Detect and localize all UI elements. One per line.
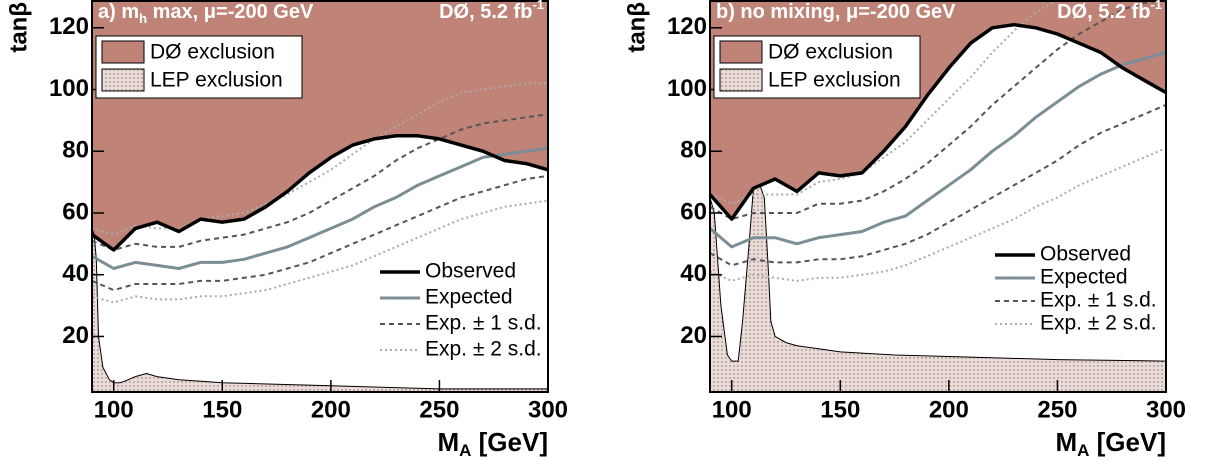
- x-axis-label-sub: A: [459, 441, 471, 460]
- panel-title: a) mh max, μ=-200 GeV: [98, 1, 314, 26]
- series-line: [710, 51, 1166, 249]
- y-tick-label: 20: [680, 322, 707, 349]
- panel-title-sub: h: [139, 11, 147, 26]
- x-axis-label-main: M: [1055, 427, 1077, 457]
- x-tick-label: 250: [419, 396, 459, 423]
- series-line: [92, 199, 548, 304]
- x-tick-label: 250: [1037, 396, 1077, 423]
- y-tick-label: 60: [680, 198, 707, 225]
- legend-label: Exp. ± 1 s.d.: [425, 312, 542, 335]
- legend-label: DØ exclusion: [768, 41, 893, 64]
- legend-label: LEP exclusion: [768, 69, 901, 92]
- x-tick-label: 200: [929, 396, 969, 423]
- series-line: [92, 113, 548, 251]
- legend-label: Expected: [1040, 266, 1128, 289]
- lep-exclusion-area: [710, 184, 1166, 392]
- legend-label: Observed: [425, 260, 516, 283]
- annotation: DØ, 5.2 fb-1: [1057, 0, 1162, 23]
- series-line: [710, 147, 1166, 282]
- annotation-sup: -1: [532, 0, 544, 12]
- y-tick-label: 40: [680, 260, 707, 287]
- annotation: DØ, 5.2 fb-1: [439, 0, 544, 23]
- legend-swatch: [719, 40, 763, 64]
- x-axis-label-sub: A: [1077, 441, 1089, 460]
- lep-exclusion-area: [92, 228, 548, 392]
- y-axis-label: tanβ: [5, 2, 32, 53]
- x-tick-label: 300: [528, 396, 568, 423]
- panel-title: b) no mixing, μ=-200 GeV: [716, 1, 956, 23]
- x-tick-label: 150: [202, 396, 242, 423]
- legend-label: Exp. ± 2 s.d.: [1040, 312, 1157, 335]
- legend-swatch: [101, 40, 145, 64]
- legend-label: DØ exclusion: [150, 41, 275, 64]
- legend-label: Exp. ± 2 s.d.: [425, 338, 542, 361]
- y-axis-label: tanβ: [623, 2, 650, 53]
- x-tick-label: 100: [94, 396, 134, 423]
- panel-title-main: b) no mixing, μ=-200 GeV: [716, 1, 956, 23]
- plot-frame: [709, 0, 1167, 393]
- legend-swatch: [101, 68, 145, 92]
- series-line: [92, 134, 548, 252]
- y-tick-label: 120: [49, 13, 89, 40]
- y-tick-label: 60: [62, 198, 89, 225]
- x-axis-label-rest: [GeV]: [471, 427, 548, 457]
- plot-frame: [91, 0, 549, 393]
- legend-label: Observed: [1040, 243, 1131, 266]
- y-tick-label: 40: [62, 260, 89, 287]
- y-tick-label: 100: [49, 75, 89, 102]
- series-line: [92, 146, 548, 270]
- annotation-sup: -1: [1150, 0, 1162, 12]
- y-tick-label: 100: [667, 75, 707, 102]
- series-line: [710, 22, 1166, 221]
- x-axis-label: MA [GeV]: [1055, 427, 1166, 461]
- panel-title-rest: max, μ=-200 GeV: [147, 1, 314, 23]
- x-tick-label: 200: [311, 396, 351, 423]
- x-axis-label-rest: [GeV]: [1089, 427, 1166, 457]
- panel: 100 150 200 250 300 20 40 60 80 100 120 MA [GeV] tan…: [5, 0, 568, 460]
- annotation-main: DØ, 5.2 fb: [1057, 1, 1150, 23]
- legend-label: LEP exclusion: [150, 69, 283, 92]
- panel: 100 150 200 250 300 20 40 60 80 100 120 MA [GeV] tan…: [623, 0, 1186, 460]
- x-tick-label: 150: [820, 396, 860, 423]
- y-tick-label: 80: [62, 137, 89, 164]
- series-line: [710, 0, 1166, 221]
- x-axis-label-main: M: [437, 427, 459, 457]
- annotation-main: DØ, 5.2 fb: [439, 1, 532, 23]
- series-line: [710, 103, 1166, 267]
- plot-area: [92, 0, 548, 392]
- y-tick-label: 20: [62, 322, 89, 349]
- legend-label: Exp. ± 1 s.d.: [1040, 289, 1157, 312]
- legend-swatch: [719, 68, 763, 92]
- x-tick-label: 300: [1146, 396, 1186, 423]
- series-line: [92, 174, 548, 292]
- x-tick-label: 100: [712, 396, 752, 423]
- y-tick-label: 80: [680, 137, 707, 164]
- x-axis-label: MA [GeV]: [437, 427, 548, 461]
- panel-title-main: a) m: [98, 1, 139, 23]
- y-tick-label: 120: [667, 13, 707, 40]
- legend-label: Expected: [425, 286, 513, 309]
